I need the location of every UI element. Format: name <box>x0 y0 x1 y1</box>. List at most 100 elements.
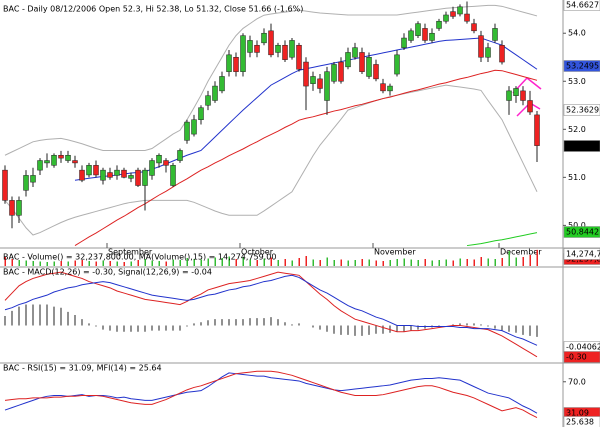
volume-bar <box>137 260 139 266</box>
volume-bar <box>214 257 216 266</box>
value-box-label: 31.09 <box>566 409 589 418</box>
value-box-label: 14,274,759.00 <box>566 250 600 259</box>
candle-body <box>58 154 64 159</box>
candle-body <box>527 100 533 113</box>
volume-bar <box>480 257 482 266</box>
volume-bar <box>473 259 475 266</box>
volume-bar <box>249 259 251 266</box>
candle-body <box>443 14 449 22</box>
value-box-label: -0.30 <box>566 353 587 362</box>
candle-body <box>268 30 274 56</box>
panel-title: BAC - Volume() = 32,237,800.00, MA(Volum… <box>3 253 276 262</box>
volume-bar <box>403 258 405 266</box>
volume-bar <box>39 261 41 266</box>
value-box <box>563 60 600 72</box>
candle-body <box>93 165 99 176</box>
y-tick-label: 50.0 <box>568 221 586 230</box>
panel-title: BAC - MACD(12,26) = -0.30, Signal(12,26,… <box>3 268 212 277</box>
volume-bar <box>88 261 90 266</box>
candle-body <box>338 61 344 82</box>
volume-bar <box>284 259 286 266</box>
candle-body <box>345 52 351 68</box>
candle-body <box>513 88 519 96</box>
volume-bar <box>4 257 6 266</box>
volume-bar <box>256 260 258 266</box>
volume-bar <box>340 259 342 266</box>
candle-body <box>485 47 491 58</box>
volume-bar <box>354 260 356 266</box>
volume-bar <box>298 258 300 266</box>
volume-bar <box>326 257 328 266</box>
candle-body <box>198 107 204 120</box>
candle-body <box>387 85 393 92</box>
value-box-label: 51.66 <box>566 142 589 151</box>
volume-bar <box>368 259 370 266</box>
candle-body <box>72 160 78 164</box>
volume-bar <box>144 259 146 266</box>
volume-bar <box>522 257 524 266</box>
candle-body <box>401 37 407 48</box>
value-box-label: 50.8442 <box>566 228 599 237</box>
volume-bar <box>172 259 174 266</box>
volume-bar <box>46 262 48 266</box>
volume-bar <box>53 261 55 266</box>
volume-bar <box>18 260 20 266</box>
volume-bar <box>382 261 384 266</box>
volume-bar <box>151 260 153 266</box>
candle-body <box>478 35 484 58</box>
volume-bar <box>417 260 419 266</box>
value-box <box>563 140 600 152</box>
candle-body <box>261 32 267 44</box>
value-box-label: 54.6627 <box>566 1 599 10</box>
candle-body <box>534 114 540 146</box>
volume-bar <box>410 259 412 266</box>
y-tick-label: 70.0 <box>568 377 586 386</box>
volume-bar <box>431 260 433 266</box>
candle-body <box>79 169 85 181</box>
candle-body <box>254 44 260 53</box>
candle-body <box>219 76 225 92</box>
volume-bar <box>235 259 237 266</box>
volume-bar <box>452 260 454 266</box>
y-tick-label: 51.0 <box>568 173 586 182</box>
value-box-label: -0.04062 <box>566 343 600 352</box>
value-box-label: 25.638 <box>566 418 594 427</box>
indicator-line <box>4 274 538 346</box>
volume-bar <box>123 262 125 266</box>
x-tick-label: October <box>241 248 274 257</box>
candle-body <box>107 172 113 178</box>
indicator-line <box>4 370 538 419</box>
candle-body <box>212 85 218 101</box>
volume-bar <box>515 257 517 266</box>
candle-body <box>520 90 526 101</box>
candle-body <box>415 23 421 36</box>
candle-body <box>51 154 57 166</box>
candle-body <box>23 175 29 191</box>
value-box <box>563 416 600 427</box>
volume-bar <box>305 256 307 266</box>
volume-bar <box>242 257 244 266</box>
candle-body <box>422 28 428 41</box>
volume-bar <box>333 260 335 266</box>
volume-bar <box>508 251 510 266</box>
indicator-line <box>4 84 538 236</box>
volume-bar <box>95 261 97 266</box>
candle-body <box>303 61 309 87</box>
volume-bar <box>102 260 104 266</box>
candle-body <box>359 52 365 72</box>
indicator-line <box>4 4 538 156</box>
y-tick-label: 52.0 <box>568 125 586 134</box>
candle-body <box>464 13 470 22</box>
candle-body <box>156 154 162 164</box>
candle-body <box>177 150 183 161</box>
volume-bar <box>158 261 160 266</box>
candle-body <box>149 160 155 176</box>
volume-bar <box>179 260 181 266</box>
volume-bar <box>165 261 167 266</box>
candle-body <box>436 20 442 29</box>
volume-bar <box>536 249 538 266</box>
candle-body <box>135 169 141 186</box>
candle-body <box>184 121 190 141</box>
